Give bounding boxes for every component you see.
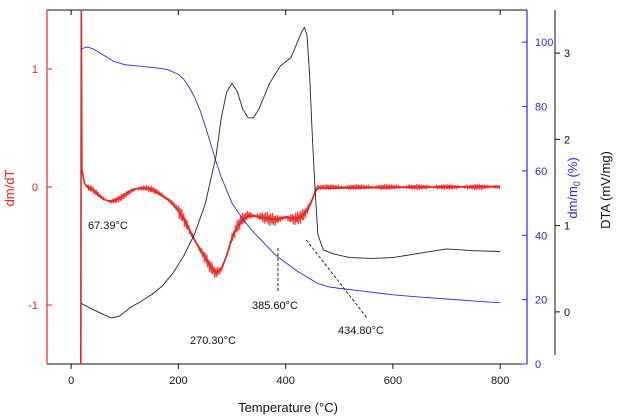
left-tick-label: -1 (28, 300, 38, 312)
right-axis-label-mass: dm/m0 (%) (565, 157, 582, 218)
left-tick-label: 0 (32, 182, 38, 194)
left-axis-label: dm/dT (2, 170, 17, 207)
dta-tick-label: 3 (564, 48, 570, 60)
annotation-leader-line (305, 239, 368, 319)
mass-label-main: dm/m (565, 186, 580, 219)
x-tick-label: 200 (169, 375, 187, 387)
annotation-label: 67.39°C (88, 220, 128, 232)
dta-tick-label: 0 (564, 307, 570, 319)
dta-curve (80, 26, 501, 319)
mass-tick-label: 100 (535, 37, 553, 49)
x-tick-label: 0 (68, 375, 74, 387)
left-tick-label: 1 (32, 64, 38, 76)
mass-tick-label: 0 (535, 359, 541, 371)
annotation-label: 434.80°C (338, 325, 384, 337)
x-tick-label: 400 (276, 375, 294, 387)
dmdt-curve-noise (86, 182, 501, 279)
x-tick-label: 800 (491, 375, 509, 387)
mass-label-unit: (%) (565, 157, 580, 181)
annotation-label: 270.30°C (190, 335, 236, 347)
annotations-layer: 67.39°C 270.30°C 385.60°C 434.80°C (88, 220, 384, 347)
series-layer (79, 9, 501, 365)
mass-tick-label: 40 (535, 230, 547, 242)
mass-tick-label: 80 (535, 102, 547, 114)
mass-curve (80, 46, 501, 304)
annotation-label: 385.60°C (252, 300, 298, 312)
x-axis-label: Temperature (°C) (238, 400, 338, 415)
mass-label-sub: 0 (572, 181, 582, 186)
mass-tick-label: 60 (535, 166, 547, 178)
mass-tick-label: 20 (535, 295, 547, 307)
x-tick-label: 600 (384, 375, 402, 387)
dta-tick-label: 1 (564, 221, 570, 233)
dta-tick-label: 2 (564, 134, 570, 146)
right-axis-label-dta: DTA (mV/mg) (598, 151, 613, 229)
